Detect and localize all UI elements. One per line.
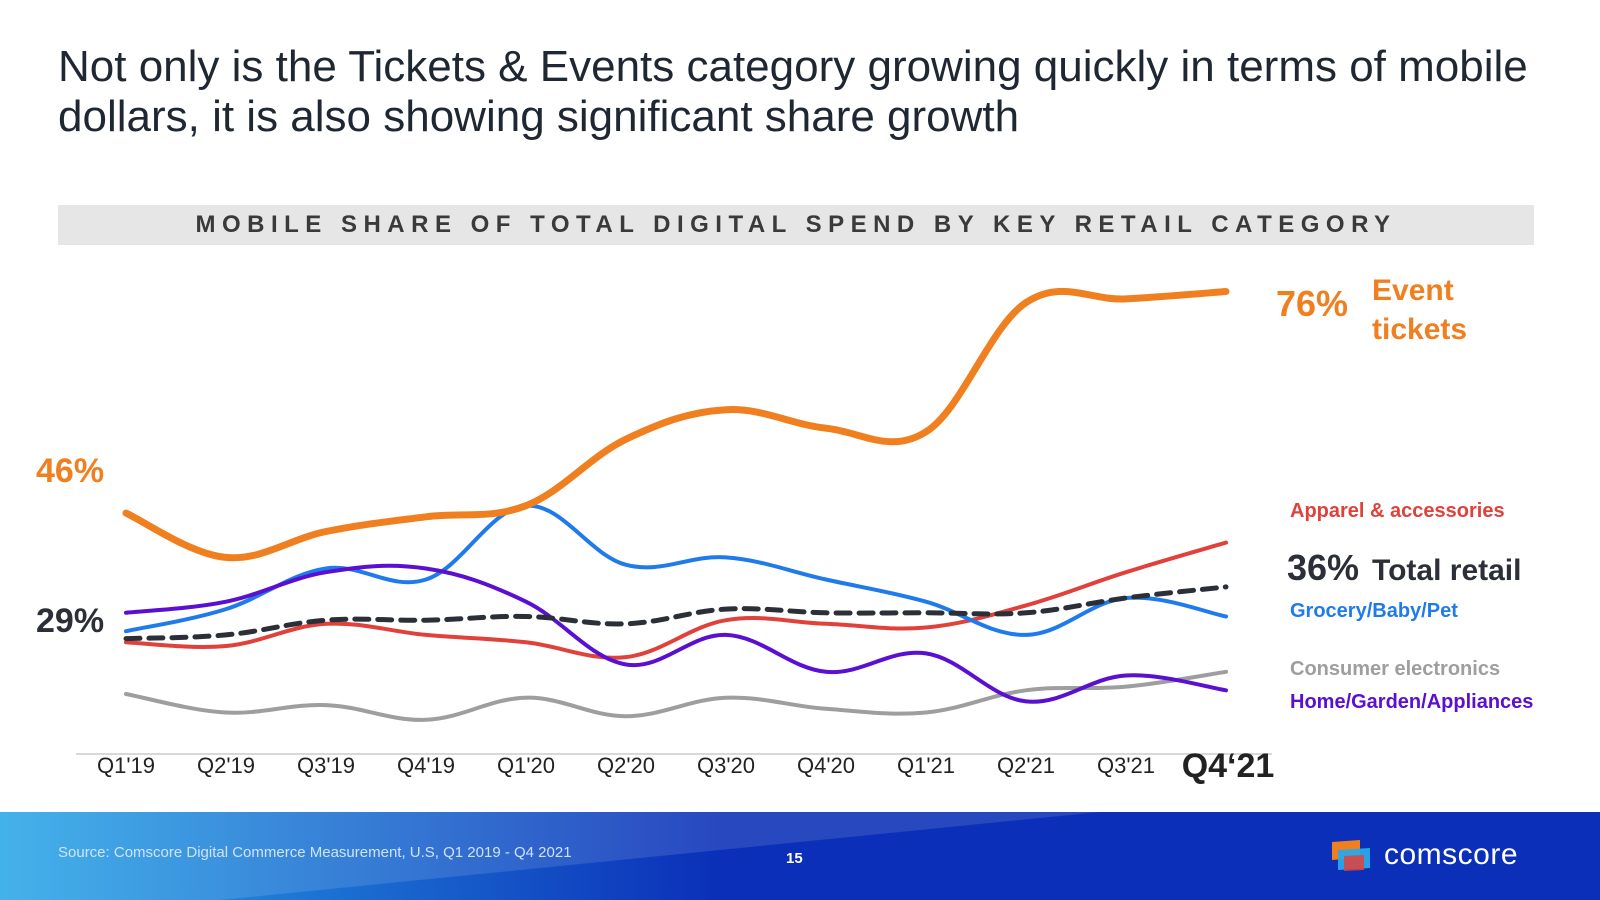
x-tick-label: Q4'20 [797, 753, 855, 778]
x-tick-label: Q1'19 [97, 753, 155, 778]
series-line-apparel-accessories [124, 540, 1228, 660]
page-title: Not only is the Tickets & Events categor… [58, 42, 1528, 141]
apparel-legend-label: Apparel & accessories [1290, 500, 1505, 522]
series-line-home-garden-appliances [124, 563, 1228, 704]
label-layer: 46% 29% 76% Event tickets Apparel & accessori… [36, 274, 1533, 713]
consumer-electronics-legend-label: Consumer electronics [1290, 658, 1500, 680]
total-retail-end-value: 36% [1287, 547, 1359, 588]
series-line-grocery-baby-pet [124, 503, 1228, 637]
total-retail-legend-label: Total retail [1372, 554, 1521, 587]
grocery-legend-label: Grocery/Baby/Pet [1290, 600, 1458, 622]
x-tick-label: Q3'20 [697, 753, 755, 778]
x-tick-label: Q1'21 [897, 753, 955, 778]
x-tick-label: Q3'21 [1097, 753, 1155, 778]
total-retail-start-value: 29% [36, 602, 104, 640]
brand-name: comscore [1384, 838, 1519, 871]
event-tickets-legend-label: Event tickets [1372, 274, 1467, 346]
event-tickets-start-value: 46% [36, 452, 104, 490]
comscore-logo-icon [1332, 840, 1370, 871]
x-tick-label: Q3'19 [297, 753, 355, 778]
series-line-event-tickets [122, 287, 1230, 562]
event-tickets-end-value: 76% [1276, 283, 1348, 324]
chart-title: MOBILE SHARE OF TOTAL DIGITAL SPEND BY K… [195, 211, 1397, 238]
series-line-total-retail [123, 584, 1229, 642]
source-note: Source: Comscore Digital Commerce Measur… [58, 844, 572, 861]
home-garden-legend-label: Home/Garden/Appliances [1290, 691, 1533, 713]
x-tick-label: Q2'19 [197, 753, 255, 778]
x-tick-label: Q2'21 [997, 753, 1055, 778]
page-number: 15 [786, 850, 803, 867]
x-tick-label: Q1'20 [497, 753, 555, 778]
x-tick-label: Q4'19 [397, 753, 455, 778]
series-line-consumer-electronics [124, 669, 1228, 722]
x-tick-label: Q4‘21 [1182, 747, 1275, 785]
series-layer [122, 287, 1230, 722]
chart-title-band: MOBILE SHARE OF TOTAL DIGITAL SPEND BY K… [58, 205, 1534, 245]
tick-layer: Q1'19 Q2'19 Q3'19 Q4'19 Q1'20 Q2'20 Q3'20 Q4'20… [97, 747, 1274, 785]
line-chart: Q1'19 Q2'19 Q3'19 Q4'19 Q1'20 Q2'20 Q3'20 Q4'20… [36, 274, 1533, 785]
x-tick-label: Q2'20 [597, 753, 655, 778]
